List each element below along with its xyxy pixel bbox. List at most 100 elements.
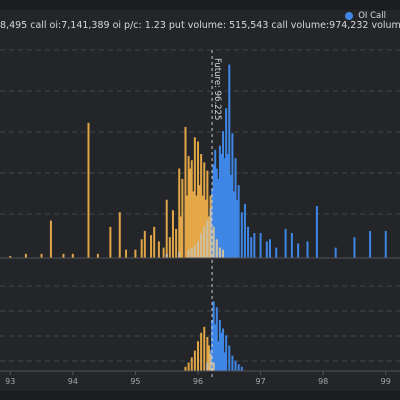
- oi-put-bar: [201, 195, 204, 258]
- oi-put-bar: [134, 249, 137, 258]
- oi-call-bar: [215, 168, 218, 258]
- oi-put-bar: [203, 162, 206, 258]
- x-tick-label: 95: [130, 377, 140, 386]
- volume-call-bar: [222, 328, 225, 371]
- oi-call-bar: [220, 154, 223, 258]
- oi-put-bar: [24, 253, 27, 258]
- volume-put-bar: [200, 332, 203, 371]
- oi-call-bar: [226, 154, 229, 258]
- oi-call-bar: [353, 237, 356, 258]
- oi-put-bar: [71, 253, 74, 258]
- oi-call-bar: [240, 212, 243, 258]
- x-tick-label: 93: [5, 377, 15, 386]
- oi-put-bar: [195, 195, 198, 258]
- oi-put-bar: [40, 253, 43, 258]
- volume-overlap-bar: [206, 362, 209, 371]
- volume-call-bar: [237, 364, 240, 371]
- volume-call-bar: [231, 355, 234, 371]
- top-frame: [0, 0, 400, 10]
- oi-put-bar: [198, 185, 201, 258]
- volume-call-bar: [218, 320, 221, 371]
- volume-put-bar: [190, 357, 193, 371]
- oi-put-bar: [175, 228, 178, 258]
- oi-call-bar: [236, 199, 239, 258]
- oi-call-bar: [259, 233, 262, 258]
- oi-call-bar: [275, 247, 278, 258]
- oi-put-bar: [143, 230, 146, 258]
- oi-put-bar: [153, 226, 156, 258]
- volume-put-bar: [197, 341, 199, 371]
- oi-call-bar: [214, 149, 217, 258]
- oi-call-bar: [253, 233, 256, 258]
- legend-label: OI Call: [358, 11, 386, 21]
- oi-overlap-bar: [187, 249, 190, 258]
- oi-put-bar: [165, 199, 168, 258]
- oi-put-bar: [207, 216, 210, 258]
- volume-call-bar: [234, 360, 237, 371]
- legend-swatch: [345, 12, 354, 20]
- oi-put-bar: [140, 239, 143, 258]
- oi-put-bar: [168, 237, 171, 258]
- volume-call-bar: [220, 332, 223, 371]
- oi-call-bar: [218, 145, 221, 258]
- oi-put-bar: [187, 156, 190, 258]
- oi-overlap-bar: [209, 208, 212, 258]
- x-tick-label: 96: [193, 377, 203, 386]
- oi-call-bar: [223, 158, 226, 258]
- oi-call-bar: [217, 178, 220, 258]
- x-tick-label: 97: [255, 377, 265, 386]
- oi-call-bar: [369, 230, 372, 258]
- oi-put-bar: [206, 170, 209, 258]
- legend[interactable]: OI Call: [345, 11, 386, 21]
- oi-overlap-bar: [193, 245, 196, 258]
- oi-put-bar: [118, 212, 121, 258]
- oi-put-bar: [125, 249, 128, 258]
- oi-put-bar: [192, 191, 195, 258]
- oi-put-bar: [181, 178, 184, 258]
- bottom-frame: [0, 391, 400, 400]
- oi-put-bar: [204, 199, 207, 258]
- oi-put-bar: [200, 154, 203, 258]
- oi-put-bar: [49, 220, 52, 258]
- volume-call-bar: [214, 324, 217, 371]
- oi-overlap-bar: [222, 249, 225, 258]
- oi-call-bar: [225, 108, 228, 259]
- volume-call-bar: [240, 366, 243, 371]
- volume-put-bar: [207, 345, 210, 371]
- oi-call-bar: [211, 189, 214, 258]
- oi-put-bar: [171, 210, 174, 258]
- oi-put-bar: [162, 247, 165, 258]
- oi-call-bar: [384, 230, 387, 258]
- volume-put-bar: [184, 366, 187, 371]
- oi-call-bar: [265, 241, 268, 258]
- volume-call-bar: [228, 345, 231, 371]
- volume-overlap-bar: [209, 354, 212, 371]
- oi-put-bar: [197, 141, 199, 258]
- oi-call-bar: [284, 228, 287, 258]
- oi-put-bar: [87, 122, 90, 258]
- oi-overlap-bar: [212, 226, 215, 258]
- oi-overlap-bar: [200, 233, 203, 258]
- volume-call-bar: [212, 301, 215, 371]
- oi-overlap-bar: [165, 253, 168, 258]
- oi-call-bar: [229, 174, 232, 258]
- oi-put-bar: [190, 160, 193, 258]
- stats-line: 8,495 call oi:7,141,389 oi p/c: 1.23 put…: [0, 20, 400, 31]
- oi-call-bar: [268, 239, 271, 258]
- oi-call-bar: [315, 206, 318, 258]
- x-tick-label: 94: [68, 377, 78, 386]
- volume-call-bar: [215, 307, 218, 371]
- x-tick-label: 99: [381, 377, 391, 386]
- oi-call-bar: [290, 233, 293, 258]
- oi-overlap-bar: [197, 241, 199, 258]
- oi-put-bar: [157, 241, 160, 258]
- oi-overlap-bar: [190, 247, 193, 258]
- oi-call-bar: [247, 226, 250, 258]
- oi-call-bar: [228, 64, 231, 258]
- oi-call-bar: [250, 237, 253, 258]
- volume-put-bar: [206, 337, 209, 371]
- oi-call-bar: [231, 133, 234, 258]
- oi-put-bar: [62, 253, 65, 258]
- oi-call-bar: [243, 203, 246, 258]
